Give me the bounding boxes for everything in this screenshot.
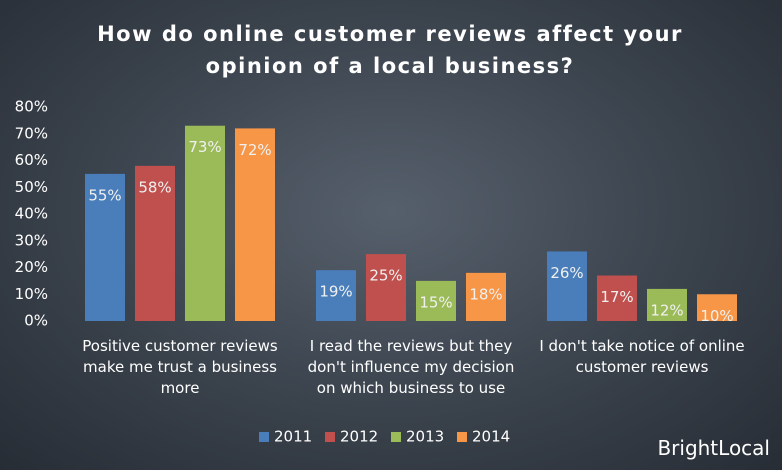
legend-label: 2013 [406,428,444,446]
y-tick-label: 0% [24,312,48,330]
legend-label: 2011 [274,428,312,446]
bar [597,275,637,321]
legend-swatch [457,432,467,442]
value-label: 55% [88,186,121,204]
value-label: 72% [238,141,271,159]
x-tick-label: I read the reviews but they don't influe… [307,337,515,397]
bar [185,125,225,321]
legend-swatch [391,432,401,442]
value-label: 73% [188,138,221,156]
value-label: 15% [419,293,452,311]
value-label: 17% [600,288,633,306]
y-tick-label: 10% [15,285,48,303]
bar [697,294,737,321]
value-label: 26% [550,264,583,282]
bar [416,280,456,321]
value-label: 58% [138,178,171,196]
bar [85,173,125,321]
x-tick-label: Positive customer reviews make me trust … [82,337,278,397]
y-tick-label: 30% [15,231,48,249]
chart-title: How do online customer reviews affect yo… [97,22,683,78]
value-label: 25% [369,267,402,285]
y-tick-label: 70% [15,124,48,142]
legend-label: 2012 [340,428,378,446]
y-tick-label: 40% [15,205,48,223]
brand: BrightLocal [657,436,770,460]
legend-label: 2014 [472,428,510,446]
value-label: 18% [469,285,502,303]
y-tick-label: 80% [15,98,48,116]
legend-swatch [325,432,335,442]
value-label: 10% [700,307,733,325]
y-tick-label: 50% [15,178,48,196]
bar [547,251,587,321]
bar [466,272,506,321]
bar [135,165,175,321]
y-tick-label: 60% [15,151,48,169]
value-label: 12% [650,301,683,319]
x-tick-label: I don't take notice of online customer r… [539,337,745,376]
bar [235,128,275,321]
legend-swatch [259,432,269,442]
bar [647,288,687,321]
y-tick-label: 20% [15,258,48,276]
bar [366,254,406,321]
bar [316,270,356,321]
value-label: 19% [319,283,352,301]
